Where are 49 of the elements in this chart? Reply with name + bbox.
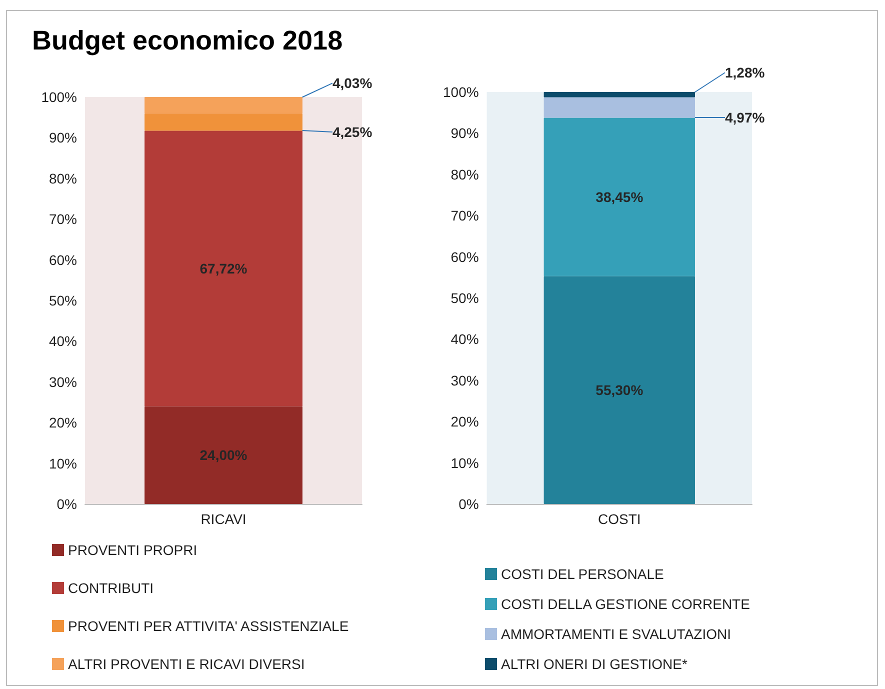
- y-tick-label: 20%: [450, 414, 479, 430]
- bar: [144, 130, 302, 406]
- legend-label: AMMORTAMENTI E SVALUTAZIONI: [501, 626, 731, 642]
- bar: [544, 92, 695, 98]
- y-tick-label: 0%: [56, 496, 77, 512]
- bar: [144, 97, 302, 114]
- y-tick-label: 80%: [450, 166, 479, 182]
- y-tick-label: 50%: [450, 290, 479, 306]
- y-tick-label: 10%: [48, 455, 77, 472]
- legend-label: PROVENTI PROPRI: [68, 542, 198, 558]
- x-tick-label: RICAVI: [200, 511, 246, 527]
- y-tick-label: 30%: [450, 372, 479, 388]
- chart-title: Budget economico 2018: [32, 26, 343, 56]
- legend-label: COSTI DEL PERSONALE: [501, 566, 664, 582]
- legend-label: CONTRIBUTI: [68, 580, 154, 596]
- y-tick-label: 60%: [450, 248, 479, 265]
- y-tick-label: 0%: [458, 496, 479, 512]
- legend-label: ALTRI PROVENTI E RICAVI DIVERSI: [68, 656, 305, 672]
- legend-label: COSTI DELLA GESTIONE CORRENTE: [501, 596, 750, 612]
- bar: [544, 276, 695, 504]
- y-tick-label: 70%: [450, 208, 479, 224]
- x-tick-label: COSTI: [598, 511, 641, 527]
- legend-label: ALTRI ONERI DI GESTIONE*: [501, 656, 688, 672]
- y-tick-label: 90%: [48, 130, 77, 146]
- y-tick-label: 10%: [450, 454, 479, 471]
- y-tick-label: 60%: [48, 252, 77, 268]
- data-label: 4,03%: [332, 75, 373, 92]
- y-tick-label: 100%: [442, 84, 479, 100]
- y-tick-label: 20%: [48, 414, 77, 431]
- bar: [144, 113, 302, 131]
- data-label: 24,00%: [200, 447, 248, 464]
- bar: [544, 118, 695, 276]
- y-tick-label: 40%: [48, 333, 77, 350]
- bar: [144, 406, 302, 504]
- y-tick-label: 50%: [48, 292, 77, 308]
- y-tick-label: 70%: [48, 211, 77, 228]
- y-tick-label: 80%: [48, 170, 77, 186]
- data-label: 55,30%: [596, 382, 644, 398]
- y-tick-label: 40%: [450, 331, 479, 348]
- legend-label: PROVENTI PER ATTIVITA' ASSISTENZIALE: [68, 618, 349, 634]
- y-tick-label: 30%: [48, 374, 77, 390]
- y-tick-label: 90%: [450, 125, 479, 142]
- data-label: 67,72%: [200, 260, 248, 277]
- bar: [544, 97, 695, 118]
- data-label: 1,28%: [724, 64, 766, 81]
- data-label: 38,45%: [596, 188, 644, 205]
- data-label: 4,25%: [332, 124, 373, 140]
- data-label: 4,97%: [724, 110, 766, 126]
- y-tick-label: 100%: [41, 89, 77, 105]
